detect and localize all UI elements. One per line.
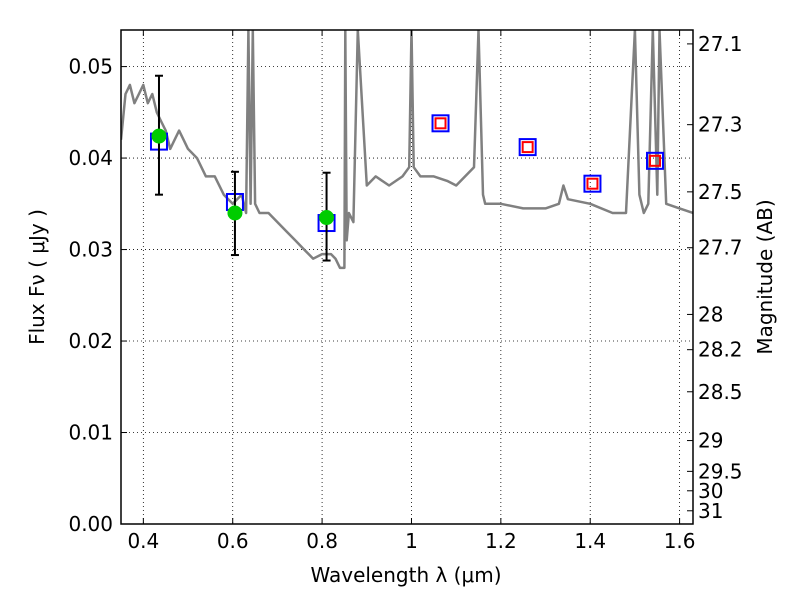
y-tick-label: 0.03 bbox=[68, 238, 113, 262]
y-tick-label: 0.04 bbox=[68, 146, 113, 170]
observed-flux-point bbox=[151, 128, 167, 144]
x-tick-label: 1.4 bbox=[574, 529, 606, 553]
y2-tick-label: 29.5 bbox=[698, 459, 743, 483]
y2-tick-label: 30 bbox=[698, 479, 723, 503]
x-tick-label: 1.2 bbox=[485, 529, 517, 553]
upper-limit-marker bbox=[649, 154, 662, 167]
y-tick-label: 0.05 bbox=[68, 55, 113, 79]
model-spectrum-line bbox=[121, 30, 693, 270]
y-axis-title: Flux Fν ( μJy ) bbox=[25, 209, 49, 345]
y2-tick-label: 27.5 bbox=[698, 180, 743, 204]
y2-tick-label: 31 bbox=[698, 499, 723, 523]
y-tick-label: 0.02 bbox=[68, 329, 113, 353]
x-tick-label: 0.4 bbox=[127, 529, 159, 553]
x-tick-label: 0.6 bbox=[217, 529, 249, 553]
plot-frame bbox=[120, 29, 694, 525]
y2-tick-label: 28 bbox=[698, 302, 723, 326]
model-flux-marker bbox=[646, 151, 665, 170]
x-tick-label: 1.6 bbox=[664, 529, 696, 553]
upper-limit-marker bbox=[521, 141, 534, 154]
y2-tick-label: 29 bbox=[698, 429, 723, 453]
y2-tick-label: 28.2 bbox=[698, 338, 743, 362]
x-tick-label: 0.8 bbox=[306, 529, 338, 553]
model-flux-marker bbox=[583, 174, 602, 193]
upper-limit-marker bbox=[586, 177, 599, 190]
y2-tick-label: 27.3 bbox=[698, 113, 743, 137]
y2-axis-title: Magnitude (AB) bbox=[753, 199, 777, 354]
y2-tick-label: 28.5 bbox=[698, 380, 743, 404]
y-tick-label: 0.00 bbox=[68, 512, 113, 536]
ticks: 0.4 0.6 0.8 1 1.2 1.4 1.6 0.00 0.01 0.02 0.03 0.04 0… bbox=[68, 30, 743, 553]
x-axis-title: Wavelength λ (μm) bbox=[310, 563, 501, 587]
y-tick-label: 0.01 bbox=[68, 421, 113, 445]
model-flux-marker bbox=[431, 114, 450, 133]
x-tick-label: 1 bbox=[405, 529, 418, 553]
plot-area bbox=[121, 30, 693, 270]
upper-limit-marker bbox=[434, 117, 447, 130]
observed-flux-point bbox=[319, 210, 335, 226]
grid bbox=[121, 30, 693, 525]
observed-flux-point bbox=[227, 205, 243, 221]
y2-tick-label: 27.1 bbox=[698, 32, 743, 56]
y2-tick-label: 27.7 bbox=[698, 236, 743, 260]
model-flux-marker bbox=[518, 138, 537, 157]
